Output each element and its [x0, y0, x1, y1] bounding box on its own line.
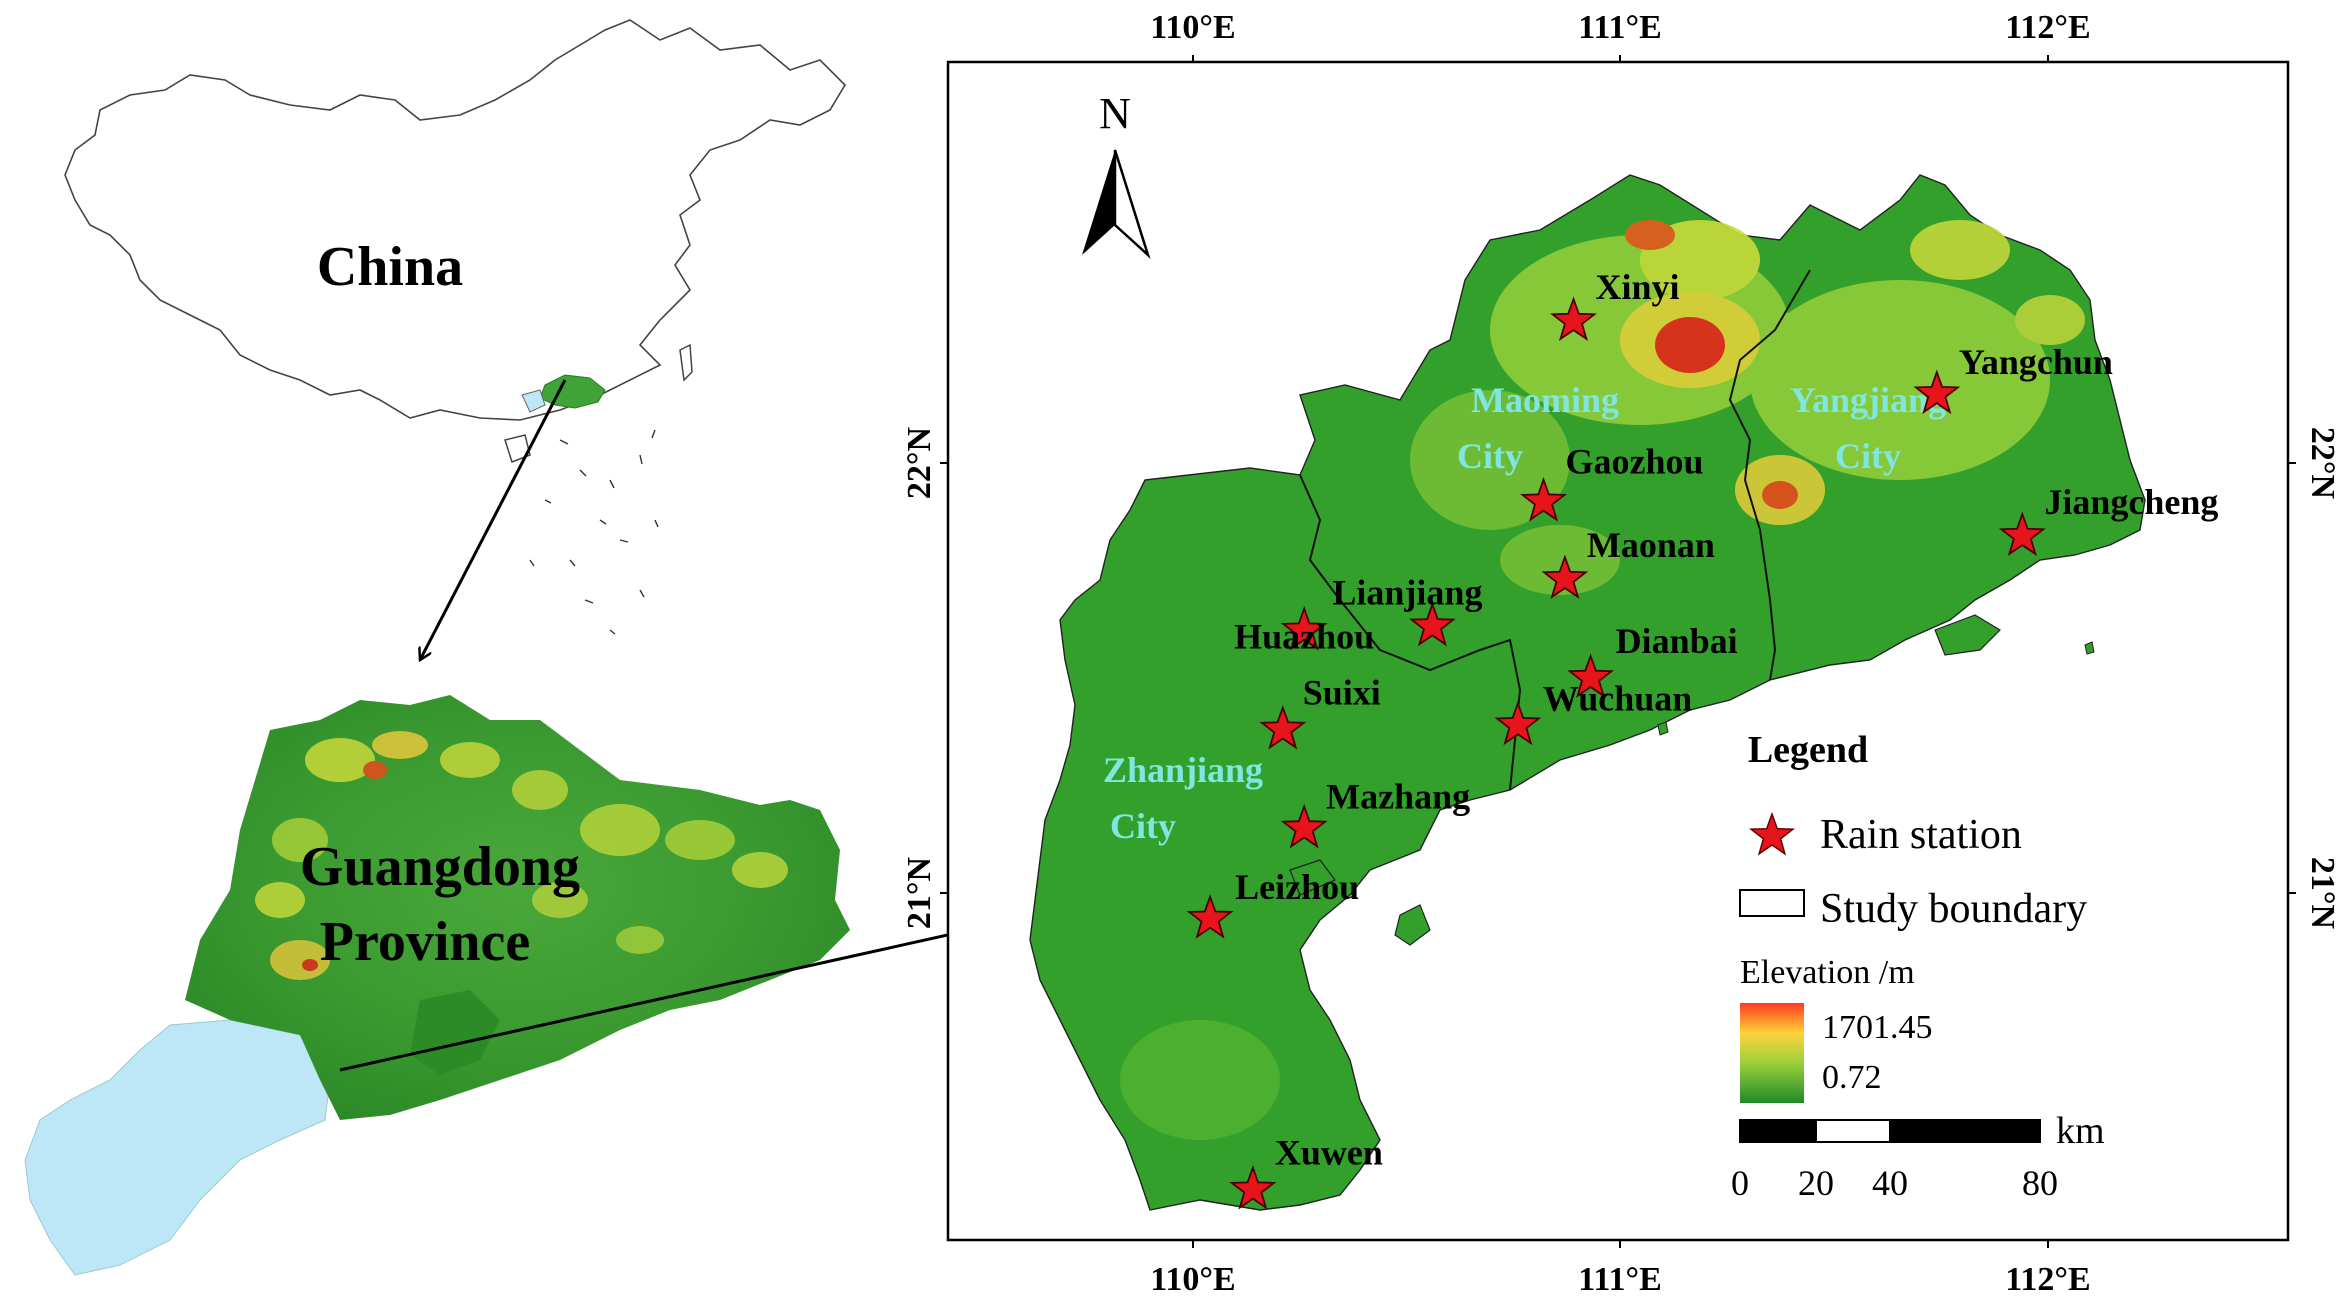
boundary-maoming-yangjiang	[1728, 269, 1811, 681]
pearl-river-delta	[410, 990, 500, 1075]
island-southwest-2	[1394, 904, 1431, 946]
north-arrow-label: N	[1099, 89, 1131, 138]
guangdong-west-coast-region	[24, 1019, 331, 1276]
station-label-jiangcheng: Jiangcheng	[2044, 482, 2218, 522]
station-label-leizhou: Leizhou	[1235, 867, 1359, 907]
legend-station-icon	[1749, 811, 1795, 856]
lat-tick-21-left: 21°N	[901, 856, 938, 929]
station-label-dianbai: Dianbai	[1616, 621, 1738, 661]
city-label-maoming-1: Maoming	[1471, 380, 1619, 420]
station-marker-maonan	[1541, 554, 1589, 600]
legend-boundary-label: Study boundary	[1820, 886, 2087, 932]
lat-tick-22-left: 22°N	[901, 426, 938, 499]
taiwan-island	[679, 343, 693, 382]
legend-station-label: Rain station	[1820, 812, 2022, 858]
station-label-lianjiang: Lianjiang	[1332, 572, 1482, 612]
scale-tick-80: 80	[2022, 1163, 2058, 1203]
china-outline	[64, 19, 847, 421]
guangdong-dem	[185, 695, 850, 1120]
station-label-huazhou: Huazhou	[1234, 617, 1374, 657]
boundary-zhanjiang-maoming	[1299, 474, 1522, 791]
legend-elevation-max: 1701.45	[1822, 1009, 1933, 1046]
guangdong-highland-patches	[255, 731, 788, 980]
city-boundaries	[1299, 269, 1811, 791]
lon-tick-111-bottom: 111°E	[1578, 1261, 1662, 1298]
scale-tick-20: 20	[1798, 1163, 1834, 1203]
city-label-zhanjiang-2: City	[1110, 806, 1176, 846]
station-label-yangchun: Yangchun	[1959, 342, 2113, 382]
north-arrow-left-half	[1082, 150, 1115, 255]
station-marker-dianbai	[1567, 653, 1615, 698]
city-label-maoming-2: City	[1457, 436, 1523, 476]
scale-bar-unit: km	[2056, 1110, 2105, 1152]
legend-elevation-ramp	[1740, 1003, 1804, 1103]
scale-bar: km 0 20 40 80	[1731, 1110, 2105, 1203]
arrow-guangdong-to-study-area	[339, 920, 1015, 1072]
station-marker-leizhou	[1186, 894, 1234, 939]
lon-tick-110-bottom: 110°E	[1150, 1261, 1235, 1298]
guangdong-highlight-small-west	[521, 389, 546, 413]
scale-tick-40: 40	[1872, 1163, 1908, 1203]
guangdong-label-line1: Guangdong	[300, 836, 580, 898]
lon-ticks-bottom: 110°E 111°E 112°E	[1150, 1261, 2090, 1298]
station-label-gaozhou: Gaozhou	[1566, 442, 1704, 482]
station-marker-mazhang	[1280, 803, 1328, 849]
station-marker-lianjiang	[1408, 601, 1456, 647]
station-marker-gaozhou	[1520, 477, 1568, 522]
rain-stations: Xinyi Yangchun Gaozhou Jiangcheng Maonan Lian…	[1186, 267, 2218, 1210]
china-overview-map: China	[64, 19, 847, 635]
station-label-xuwen: Xuwen	[1275, 1133, 1383, 1173]
lat-tick-21-right: 21°N	[2304, 857, 2341, 930]
station-marker-xuwen	[1229, 1165, 1277, 1210]
guangdong-province-map: Guangdong Province	[24, 695, 850, 1276]
lat-tick-22-right: 22°N	[2304, 427, 2341, 500]
station-label-suixi: Suixi	[1303, 673, 1381, 713]
station-label-mazhang: Mazhang	[1326, 777, 1470, 817]
station-marker-xinyi	[1550, 296, 1597, 342]
legend-boundary-icon	[1739, 889, 1805, 917]
station-marker-yangchun	[1913, 369, 1961, 415]
lon-tick-112-bottom: 112°E	[2005, 1261, 2090, 1298]
lon-ticks-top: 110°E 111°E 112°E	[1150, 9, 2090, 46]
station-label-wuchuan: Wuchuan	[1543, 678, 1692, 718]
scale-tick-0: 0	[1731, 1163, 1749, 1203]
station-label-maonan: Maonan	[1587, 525, 1715, 565]
lon-tick-111-top: 111°E	[1578, 9, 1662, 46]
station-marker-suixi	[1259, 704, 1307, 750]
study-area-map: 110°E 111°E 112°E 110°E 111°E 112°E 22°N…	[901, 9, 2341, 1298]
city-label-yangjiang-1: Yangjiang	[1790, 380, 1946, 420]
frame-tick-marks	[940, 55, 2296, 1248]
lon-tick-110-top: 110°E	[1150, 9, 1235, 46]
legend-elevation-title: Elevation /m	[1740, 954, 1915, 991]
station-marker-wuchuan	[1494, 700, 1542, 746]
china-label: China	[317, 236, 463, 298]
station-label-xinyi: Xinyi	[1595, 267, 1679, 307]
island-southwest-1	[1289, 859, 1336, 896]
city-label-zhanjiang-1: Zhanjiang	[1103, 750, 1263, 790]
station-marker-jiangcheng	[1998, 511, 2046, 557]
legend-elevation-min: 0.72	[1822, 1059, 1882, 1096]
guangdong-label-line2: Province	[320, 911, 530, 973]
legend: Legend Rain station Study boundary Eleva…	[1731, 729, 2105, 1203]
hainan-island	[504, 434, 531, 463]
city-label-yangjiang-2: City	[1835, 436, 1901, 476]
lon-tick-112-top: 112°E	[2005, 9, 2090, 46]
legend-title: Legend	[1748, 729, 1868, 771]
island-small-1	[2084, 641, 2095, 655]
south-china-sea-islands	[529, 429, 659, 635]
north-arrow-right-half	[1113, 149, 1151, 260]
city-labels: Maoming City Yangjiang City Zhanjiang Ci…	[1103, 380, 1946, 846]
island-small-2	[1657, 721, 1669, 736]
station-marker-huazhou	[1280, 606, 1328, 651]
north-arrow: N	[1082, 89, 1151, 260]
arrow-china-to-guangdong	[420, 379, 567, 660]
island-east	[1934, 614, 2001, 656]
